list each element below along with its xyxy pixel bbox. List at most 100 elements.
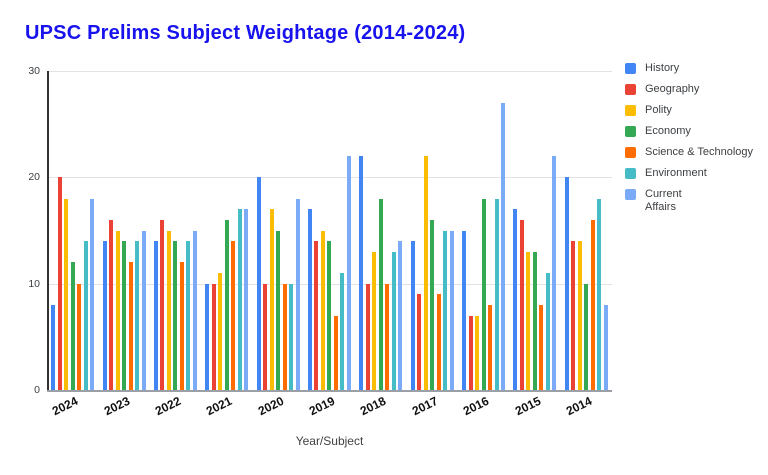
bar-economy-2020 [276,230,281,390]
y-tick-label: 20 [28,171,40,184]
bar-science-technology-2023 [128,262,133,390]
bar-polity-2016 [475,315,480,390]
x-tick-label: 2021 [204,393,235,419]
x-tick-label: 2022 [152,393,184,419]
bar-polity-2023 [115,230,120,390]
bar-history-2016 [462,230,467,390]
bar-geography-2014 [571,241,576,390]
legend-swatch [625,83,636,95]
x-tick-slot: 2017 [407,394,458,428]
bar-polity-2024 [64,198,69,390]
x-tick-slot: 2016 [458,394,509,428]
bar-history-2018 [359,156,364,390]
legend-label: Polity [645,104,672,116]
bar-environment-2015 [545,273,550,390]
bar-science-technology-2020 [282,283,287,390]
bar-current-affairs-2019 [346,156,351,390]
bar-history-2022 [153,241,158,390]
legend-swatch [625,125,636,137]
bar-groups [47,71,612,390]
bar-economy-2024 [70,262,75,390]
legend-item-current-affairs: Current Affairs [625,188,763,213]
bar-group-2023 [102,71,146,390]
bar-geography-2018 [365,283,370,390]
bar-science-technology-2022 [179,262,184,390]
y-tick-label: 30 [28,65,40,77]
bar-environment-2023 [135,241,140,390]
bar-current-affairs-2021 [244,209,249,390]
bar-economy-2023 [122,241,127,390]
bar-economy-2018 [378,198,383,390]
bar-group-2022 [153,71,197,390]
bar-group-2014 [564,71,608,390]
bar-geography-2022 [160,219,165,390]
legend-item-science-technology: Science & Technology [625,146,763,159]
bar-environment-2020 [289,283,294,390]
bar-environment-2018 [391,251,396,390]
x-tick-label: 2015 [512,393,543,419]
bar-current-affairs-2020 [295,198,300,390]
bar-history-2020 [256,177,261,390]
bar-economy-2017 [430,219,435,390]
legend-swatch [625,146,636,158]
bar-current-affairs-2018 [398,241,403,390]
bar-geography-2015 [519,219,524,390]
plot-area [47,71,612,392]
x-tick-slot: 2019 [304,394,355,428]
bar-science-technology-2016 [488,304,493,390]
x-tick-slot: 2023 [99,394,150,428]
bar-current-affairs-2017 [449,230,454,390]
bar-environment-2021 [237,209,242,390]
bar-science-technology-2018 [385,283,390,390]
legend-label: Geography [645,83,700,95]
y-axis-tick-labels: 0 10 20 30 [14,65,42,396]
bar-current-affairs-2015 [552,156,557,390]
bar-polity-2021 [218,273,223,390]
bar-history-2024 [51,304,56,390]
bar-current-affairs-2014 [603,304,608,390]
x-tick-label: 2017 [409,393,440,419]
bar-economy-2022 [173,241,178,390]
y-tick-label: 0 [34,384,40,396]
x-tick-slot: 2024 [47,394,98,428]
bar-economy-2016 [481,198,486,390]
bar-environment-2017 [443,230,448,390]
legend-item-geography: Geography [625,83,763,96]
bar-geography-2019 [314,241,319,390]
chart-legend: History Geography Polity Economy Science & T… [625,62,763,222]
bar-geography-2023 [109,219,114,390]
legend-item-polity: Polity [625,104,763,117]
x-axis-title: Year/Subject [295,434,364,448]
bar-group-2015 [513,71,557,390]
bar-environment-2014 [597,198,602,390]
x-tick-label: 2014 [563,393,594,419]
gridline [47,177,612,179]
x-tick-label: 2024 [50,393,81,419]
x-tick-slot: 2015 [509,394,560,428]
legend-swatch [625,188,636,200]
bar-science-technology-2024 [77,283,82,390]
bar-history-2014 [564,177,569,390]
bar-polity-2022 [166,230,171,390]
bar-economy-2014 [584,283,589,390]
bar-history-2015 [513,209,518,390]
y-axis-line [47,71,49,390]
bar-group-2018 [359,71,403,390]
bar-group-2020 [256,71,300,390]
bar-history-2017 [410,241,415,390]
chart-title: UPSC Prelims Subject Weightage (2014-202… [25,22,466,44]
bar-geography-2020 [263,283,268,390]
bar-group-2019 [307,71,351,390]
bar-science-technology-2021 [231,241,236,390]
bar-current-affairs-2016 [501,102,506,390]
legend-label: History [645,62,680,74]
bar-science-technology-2015 [539,304,544,390]
legend-swatch [625,167,636,179]
bar-environment-2024 [83,241,88,390]
x-tick-label: 2019 [307,393,338,419]
x-axis-tick-labels: 2024 2023 2022 2021 2020 2019 2018 2017 2016 2015… [47,394,612,428]
bar-history-2023 [102,241,107,390]
bar-science-technology-2014 [590,219,595,390]
bar-group-2021 [205,71,249,390]
x-tick-label: 2016 [461,393,492,419]
